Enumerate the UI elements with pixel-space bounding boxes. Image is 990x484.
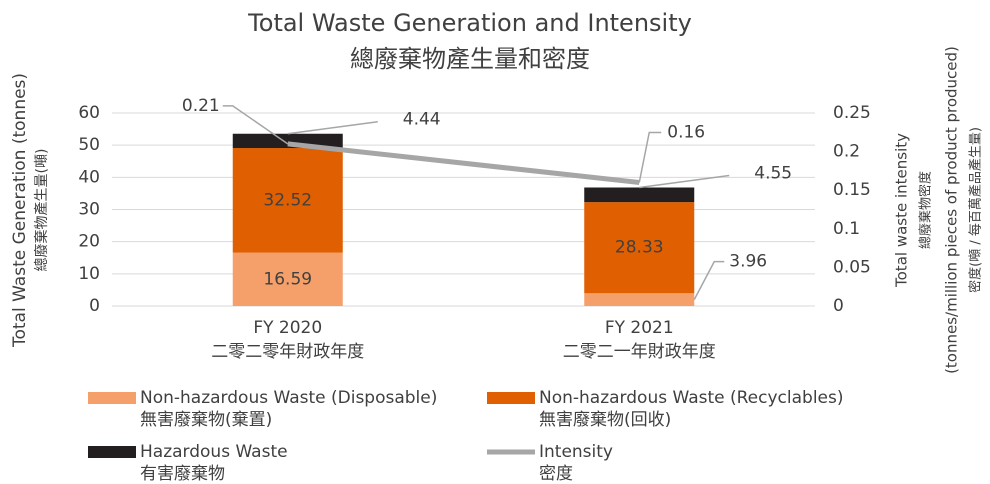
legend-label: Intensity xyxy=(539,442,613,462)
legend-label-zh: 有害廢棄物 xyxy=(140,464,225,484)
chart-title: Total Waste Generation and Intensity xyxy=(247,9,692,37)
y2-tick-label: 0.25 xyxy=(833,103,871,123)
y2-tick-label: 0.15 xyxy=(833,180,871,200)
x-tick-label: FY 2020 xyxy=(253,318,322,338)
data-label: 0.16 xyxy=(667,122,705,142)
leader-line xyxy=(638,131,662,183)
data-label: 28.33 xyxy=(615,238,664,258)
legend-label-zh: 無害廢棄物(棄置) xyxy=(140,410,272,430)
data-label: 16.59 xyxy=(263,269,312,289)
y2-tick-label: 0.2 xyxy=(833,142,860,162)
y-tick-label: 30 xyxy=(78,200,100,220)
x-tick-label-zh: 二零二零年財政年度 xyxy=(211,342,364,362)
legend-swatch xyxy=(88,446,136,458)
data-label: 3.96 xyxy=(729,252,767,272)
bar-segment xyxy=(584,202,695,294)
bar-segment xyxy=(232,252,343,306)
y2-tick-label: 0.05 xyxy=(833,257,871,277)
chart-title-zh: 總廢棄物產生量和密度 xyxy=(350,45,590,73)
y2-axis-label: (tonnes/million pieces of product produc… xyxy=(943,46,961,374)
bar-segment xyxy=(584,293,695,306)
y-tick-label: 40 xyxy=(78,167,100,187)
x-tick-label-zh: 二零二一年財政年度 xyxy=(563,342,716,362)
legend-label: Non-hazardous Waste (Disposable) xyxy=(140,388,437,408)
data-label: 4.55 xyxy=(754,163,792,183)
leader-line xyxy=(287,121,378,135)
y2-tick-label: 0 xyxy=(833,296,844,316)
y-axis-label: Total Waste Generation (tonnes) xyxy=(10,73,30,348)
legend-label-zh: 無害廢棄物(回收) xyxy=(539,410,671,430)
y2-axis-label: Total waste intensity xyxy=(893,133,911,288)
bar-segment xyxy=(584,187,695,203)
y-tick-label: 50 xyxy=(78,135,100,155)
y-axis-label-zh: 總廢棄物產生量(噸) xyxy=(33,149,50,272)
y-tick-label: 60 xyxy=(78,103,100,123)
y2-axis-label: 總廢棄物密度 xyxy=(918,171,934,249)
bar-segment xyxy=(232,148,343,253)
x-tick-label: FY 2021 xyxy=(605,318,674,338)
leader-line xyxy=(693,260,725,300)
leader-line xyxy=(639,174,730,189)
data-label: 0.21 xyxy=(182,96,220,116)
y-tick-label: 0 xyxy=(89,296,100,316)
legend-label-zh: 密度 xyxy=(539,464,573,484)
leader-line xyxy=(222,105,289,145)
y2-axis-label: 密度(噸 / 每百萬產品產生量) xyxy=(968,127,984,293)
legend-swatch xyxy=(88,392,136,404)
y2-tick-label: 0.1 xyxy=(833,219,860,239)
legend-label: Hazardous Waste xyxy=(140,442,288,462)
legend-swatch xyxy=(487,392,535,404)
line xyxy=(287,141,640,185)
y-tick-label: 10 xyxy=(78,264,100,284)
y-tick-label: 20 xyxy=(78,232,100,252)
data-label: 32.52 xyxy=(263,190,312,210)
data-label: 4.44 xyxy=(403,110,441,130)
legend-label: Non-hazardous Waste (Recyclables) xyxy=(539,388,844,408)
